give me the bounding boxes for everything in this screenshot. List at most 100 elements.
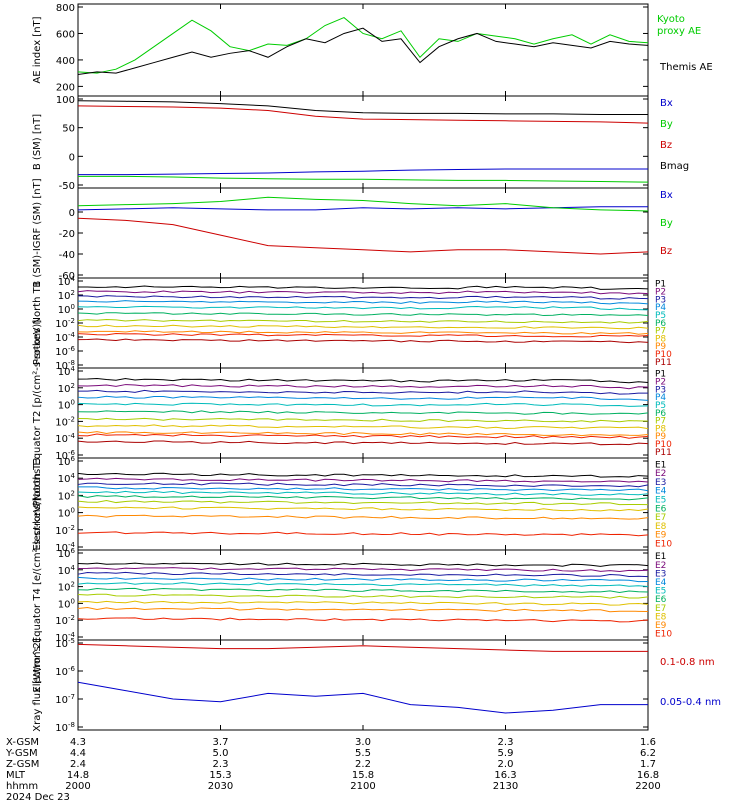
y-axis-label: Protons Equator T2 [p/(cm²-s-sr-keV)] <box>32 320 43 507</box>
legend-label: By <box>660 119 673 130</box>
y-tick-label: 10-5 <box>55 637 75 650</box>
y-tick-label: 10-2 <box>55 524 75 537</box>
legend-label: E3 <box>655 478 666 488</box>
series-line <box>77 681 648 714</box>
y-tick-label: -50 <box>59 181 75 192</box>
row-label: Y-GSM <box>5 748 38 759</box>
row-value: 2130 <box>493 781 518 792</box>
y-tick-label: -60 <box>59 271 75 282</box>
row-value: 3.7 <box>213 737 229 748</box>
legend-label: E6 <box>655 504 667 514</box>
legend-label: P7 <box>655 417 666 427</box>
row-value: 2.2 <box>355 759 371 770</box>
legend-label: P1 <box>655 280 666 290</box>
channel-line <box>77 500 649 506</box>
y-tick-label: 10-4 <box>55 432 75 445</box>
y-tick-label: 600 <box>56 29 75 40</box>
channel-line <box>77 417 649 423</box>
legend-label: P1 <box>655 370 666 380</box>
y-tick-label: 104 <box>58 365 76 378</box>
y-tick-label: 10-4 <box>55 631 75 644</box>
y-tick-label: 10-2 <box>55 614 75 627</box>
legend-label: P4 <box>655 393 666 403</box>
row-label: Z-GSM <box>6 759 39 770</box>
channel-line <box>77 285 649 290</box>
channel-line <box>77 506 649 512</box>
series-line <box>77 105 649 124</box>
y-tick-label: 106 <box>58 455 76 468</box>
y-axis-label: Electrons Equator T4 [e/(cm²-s-sr-keV)] <box>32 497 43 692</box>
row-value: 5.5 <box>355 748 371 759</box>
row-value: 6.2 <box>640 748 656 759</box>
legend-label: Bx <box>660 190 673 201</box>
y-tick-label: 102 <box>58 382 75 395</box>
row-value: 2100 <box>350 781 375 792</box>
legend-label: P11 <box>655 448 672 458</box>
panel-frame <box>77 3 649 97</box>
legend-label: P7 <box>655 327 666 337</box>
row-value: 5.0 <box>213 748 229 759</box>
legend-label: P8 <box>655 334 666 344</box>
channel-line <box>77 295 649 300</box>
legend-label: E4 <box>655 487 667 497</box>
channel-line <box>77 562 649 567</box>
y-tick-label: 102 <box>58 581 75 594</box>
legend-label: 0.1-0.8 nm <box>660 657 715 668</box>
channel-line <box>77 477 649 483</box>
channel-line <box>77 587 649 594</box>
legend-label: P6 <box>655 409 666 419</box>
channel-line <box>77 319 649 324</box>
channel-line <box>77 290 649 295</box>
channel-line <box>77 395 649 401</box>
row-value: 2000 <box>65 781 90 792</box>
row-value: 4.4 <box>70 748 86 759</box>
series-line <box>77 27 649 75</box>
legend-label: P10 <box>655 440 672 450</box>
series-line <box>77 196 649 212</box>
y-axis-label: Protons North T1 <box>32 281 43 365</box>
legend-label: P4 <box>655 303 666 313</box>
channel-line <box>77 440 649 446</box>
y-tick-label: 10-6 <box>55 665 75 678</box>
channel-line <box>77 424 649 430</box>
y-tick-label: 800 <box>56 3 75 14</box>
channel-line <box>77 389 649 395</box>
series-line <box>77 643 648 652</box>
y-axis-label: B (SM) [nT] <box>32 114 43 170</box>
row-value: 1.7 <box>640 759 656 770</box>
y-tick-label: 0 <box>69 152 75 163</box>
channel-line <box>77 312 649 317</box>
legend-label: E1 <box>655 460 666 470</box>
y-tick-label: -20 <box>59 229 75 240</box>
y-axis-label: Xray flux [W/m^2] <box>32 638 43 732</box>
legend-label: P6 <box>655 319 666 329</box>
y-tick-label: 100 <box>58 303 75 316</box>
y-axis-label: Electrons North T3 <box>32 457 43 550</box>
legend-label: P2 <box>655 288 666 298</box>
channel-line <box>77 402 649 407</box>
channel-line <box>77 617 649 623</box>
row-value: 4.3 <box>70 737 86 748</box>
row-value: 3.0 <box>355 737 371 748</box>
channel-line <box>77 567 649 573</box>
date-label: 2024 Dec 23 <box>6 792 70 800</box>
channel-line <box>77 571 649 578</box>
legend-label: E9 <box>655 621 667 631</box>
y-axis-label: AE index [nT] <box>32 16 43 83</box>
row-value: 16.3 <box>494 770 516 781</box>
y-tick-label: 104 <box>58 275 76 288</box>
y-tick-label: 0 <box>69 208 75 219</box>
row-value: 16.8 <box>637 770 659 781</box>
legend-label: P11 <box>655 358 672 368</box>
legend-label: E2 <box>655 469 666 479</box>
channel-line <box>77 338 649 344</box>
legend-label: P5 <box>655 311 666 321</box>
series-line <box>78 175 649 183</box>
legend-label: P10 <box>655 350 672 360</box>
channel-line <box>77 600 649 606</box>
y-tick-label: 106 <box>58 547 76 560</box>
channel-line <box>77 324 649 330</box>
legend-label: E7 <box>655 513 666 523</box>
row-value: 2030 <box>208 781 233 792</box>
